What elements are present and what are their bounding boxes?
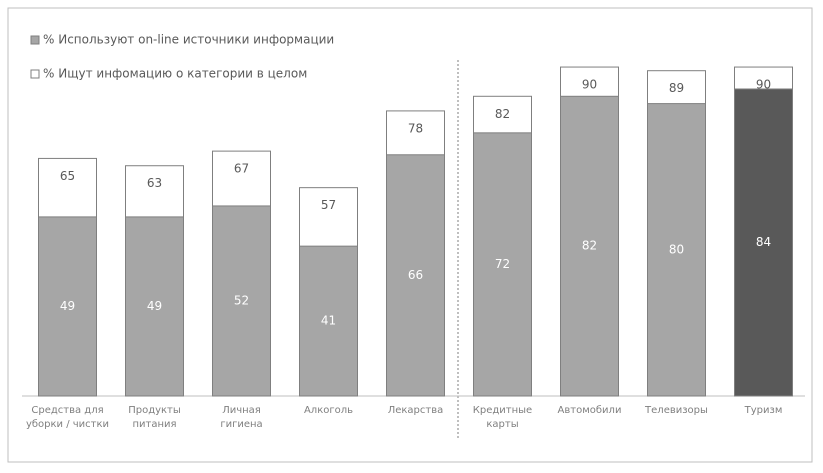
bar-online: [734, 88, 793, 397]
value-label: 67: [234, 162, 249, 176]
frame: [7, 7, 813, 463]
bar-online: [647, 103, 706, 397]
value-label: 90: [756, 78, 771, 92]
legend-swatch: [30, 35, 40, 45]
x-tick-label: Автомобили: [557, 405, 622, 416]
x-tick-label: Средства для уборки / чистки: [25, 405, 110, 430]
value-label: 66: [408, 268, 423, 282]
bar-online: [473, 132, 532, 397]
value-label: 89: [669, 81, 684, 95]
value-label: 82: [582, 239, 597, 253]
legend-swatch: [30, 69, 40, 79]
value-label: 78: [408, 121, 423, 135]
legend-label: % Ищут инфомацию о категории в целом: [43, 67, 307, 81]
x-tick-label: Продукты питания: [128, 405, 181, 430]
value-label: 41: [321, 314, 336, 328]
bar-online: [560, 95, 619, 397]
bar-online: [212, 205, 271, 397]
value-label: 82: [495, 107, 510, 121]
value-label: 72: [495, 257, 510, 271]
value-label: 63: [147, 176, 162, 190]
value-label: 52: [234, 293, 249, 307]
x-tick-label: Кредитные карты: [472, 405, 533, 430]
value-label: 84: [756, 235, 771, 249]
x-tick-label: Алкоголь: [303, 405, 354, 416]
value-label: 65: [60, 169, 75, 183]
x-tick-label: Лекарства: [387, 405, 444, 416]
x-tick-label: Телевизоры: [645, 405, 708, 416]
bar-online: [38, 216, 97, 397]
value-label: 49: [60, 299, 75, 313]
legend-label: % Используют on-line источники информаци…: [43, 33, 334, 47]
value-label: 57: [321, 198, 336, 212]
x-tick-label: Личная гигиена: [220, 405, 263, 430]
bar-online: [125, 216, 184, 397]
bar-online: [386, 154, 445, 397]
value-label: 49: [147, 299, 162, 313]
value-label: 80: [669, 242, 684, 256]
x-tick-label: Туризм: [744, 405, 783, 416]
bar-online: [299, 245, 358, 397]
value-label: 90: [582, 78, 597, 92]
